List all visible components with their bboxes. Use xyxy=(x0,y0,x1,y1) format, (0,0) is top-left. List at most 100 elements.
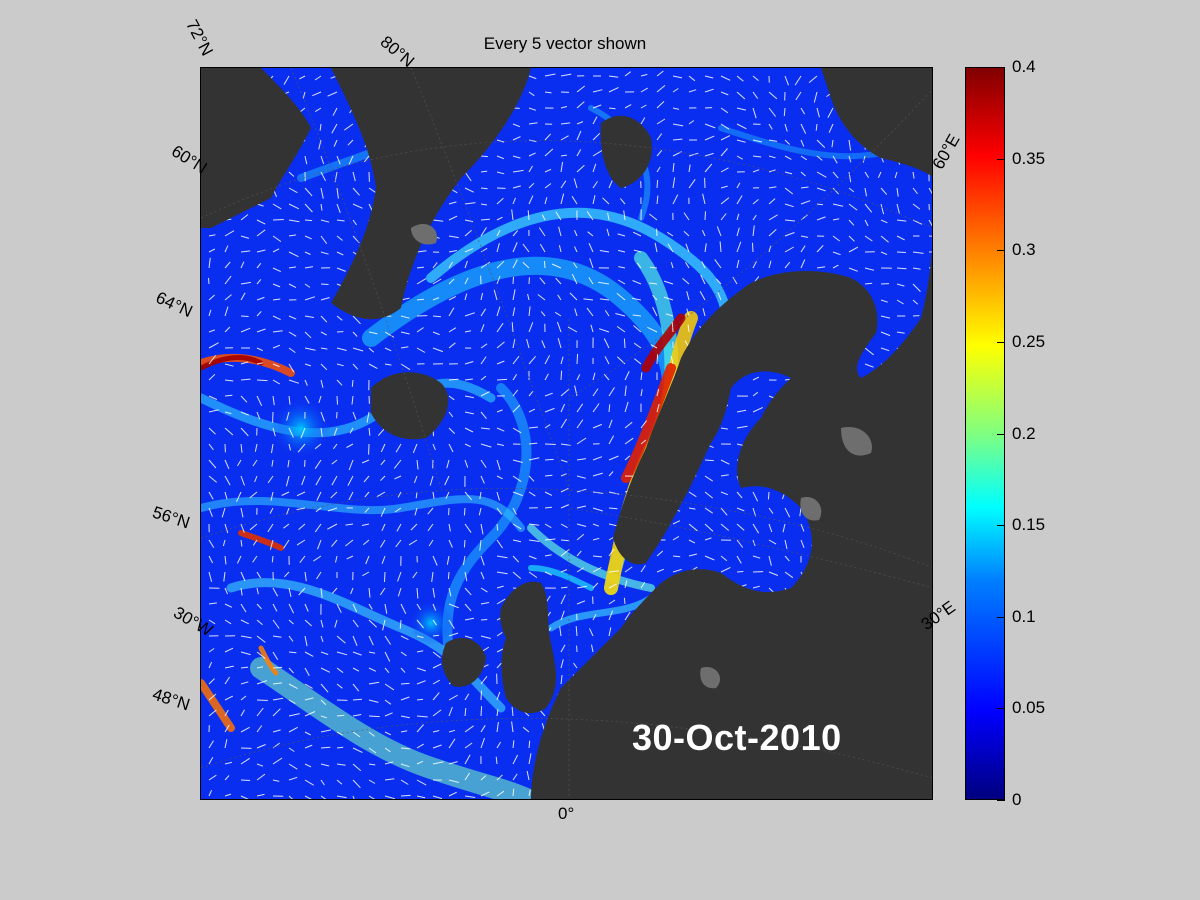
velocity-arrow xyxy=(576,505,587,509)
velocity-arrow xyxy=(615,313,626,317)
velocity-arrow xyxy=(240,603,247,613)
velocity-arrow xyxy=(800,171,806,177)
velocity-arrow xyxy=(352,747,363,754)
velocity-arrow xyxy=(894,171,898,179)
colorbar-tick-label: 0.35 xyxy=(1012,148,1046,168)
velocity-arrow xyxy=(256,411,261,420)
velocity-arrow xyxy=(416,250,427,253)
velocity-arrow xyxy=(656,550,664,557)
velocity-arrow xyxy=(379,539,386,548)
velocity-arrow xyxy=(480,261,491,269)
velocity-arrow xyxy=(683,230,690,237)
velocity-arrow xyxy=(512,459,523,463)
velocity-arrow xyxy=(649,266,658,269)
velocity-arrow xyxy=(304,219,313,222)
velocity-arrow xyxy=(496,555,508,559)
velocity-arrow xyxy=(576,130,582,141)
velocity-arrow xyxy=(224,411,232,415)
velocity-arrow xyxy=(208,693,217,701)
velocity-arrow xyxy=(240,726,250,733)
velocity-arrow xyxy=(496,648,504,653)
velocity-arrow xyxy=(381,523,386,532)
velocity-arrow xyxy=(656,70,664,77)
velocity-arrow xyxy=(686,308,690,317)
velocity-arrow xyxy=(528,523,540,526)
velocity-arrow xyxy=(624,104,632,109)
velocity-arrow xyxy=(512,242,518,253)
velocity-arrow xyxy=(336,603,342,613)
velocity-arrow xyxy=(336,731,343,736)
velocity-arrow xyxy=(768,260,772,269)
velocity-arrow xyxy=(864,203,873,213)
velocity-arrow xyxy=(240,281,251,285)
velocity-arrow xyxy=(608,435,615,445)
velocity-arrow xyxy=(701,229,706,237)
velocity-arrow xyxy=(432,761,444,765)
velocity-arrow xyxy=(576,85,586,93)
velocity-arrow xyxy=(512,404,521,413)
velocity-arrow xyxy=(567,326,578,333)
velocity-arrow xyxy=(314,523,322,533)
velocity-arrow xyxy=(640,372,643,381)
velocity-arrow xyxy=(432,262,438,269)
velocity-arrow xyxy=(592,614,597,621)
velocity-arrow xyxy=(512,523,522,530)
velocity-arrow xyxy=(512,475,522,483)
velocity-arrow xyxy=(608,387,615,397)
velocity-arrow xyxy=(352,315,361,325)
velocity-arrow xyxy=(848,219,855,226)
velocity-arrow xyxy=(256,603,262,610)
velocity-arrow xyxy=(572,262,578,269)
velocity-arrow xyxy=(736,227,740,237)
velocity-arrow xyxy=(288,395,291,405)
velocity-arrow xyxy=(368,779,376,784)
velocity-arrow xyxy=(663,280,674,285)
velocity-arrow xyxy=(331,475,338,486)
velocity-arrow xyxy=(240,651,251,656)
velocity-arrow xyxy=(240,587,243,596)
velocity-arrow xyxy=(304,603,309,612)
velocity-arrow xyxy=(448,729,456,733)
velocity-arrow xyxy=(768,91,778,100)
velocity-arrow xyxy=(815,123,818,131)
velocity-arrow xyxy=(320,235,328,244)
velocity-arrow xyxy=(304,651,314,657)
velocity-arrow xyxy=(352,203,363,209)
velocity-arrow xyxy=(704,491,714,499)
velocity-arrow xyxy=(320,203,323,211)
velocity-arrow xyxy=(592,472,603,477)
velocity-arrow xyxy=(368,187,376,193)
velocity-arrow xyxy=(592,507,603,512)
velocity-arrow xyxy=(479,491,482,500)
velocity-arrow xyxy=(606,228,610,237)
velocity-arrow xyxy=(320,155,325,165)
velocity-arrow xyxy=(382,619,386,631)
velocity-arrow xyxy=(448,278,455,285)
velocity-arrow xyxy=(539,243,546,253)
velocity-arrow xyxy=(345,539,354,547)
velocity-arrow xyxy=(592,456,603,461)
velocity-arrow xyxy=(768,229,777,237)
velocity-arrow xyxy=(464,443,471,448)
velocity-arrow xyxy=(384,651,391,662)
velocity-arrow xyxy=(672,194,679,205)
velocity-arrow xyxy=(336,683,343,689)
velocity-arrow xyxy=(352,331,358,337)
velocity-arrow xyxy=(720,75,731,81)
velocity-arrow xyxy=(384,747,391,753)
velocity-arrow xyxy=(656,354,659,365)
velocity-arrow xyxy=(413,475,418,484)
velocity-arrow xyxy=(480,292,484,301)
velocity-arrow xyxy=(432,663,442,669)
velocity-arrow xyxy=(368,427,371,436)
velocity-arrow xyxy=(314,107,322,113)
velocity-arrow xyxy=(912,299,919,305)
velocity-arrow xyxy=(408,539,418,546)
velocity-arrow xyxy=(240,523,245,533)
velocity-arrow xyxy=(682,278,690,285)
velocity-arrow xyxy=(880,331,891,337)
velocity-arrow xyxy=(608,471,614,477)
velocity-arrow xyxy=(576,475,586,479)
velocity-arrow xyxy=(464,754,471,765)
velocity-arrow xyxy=(208,774,217,781)
